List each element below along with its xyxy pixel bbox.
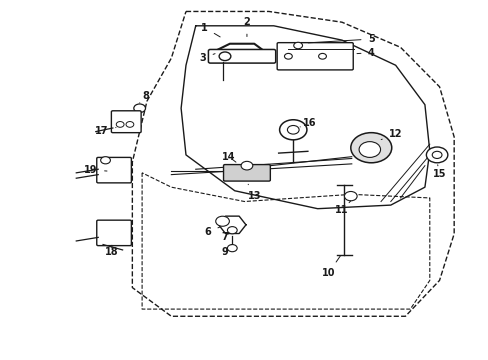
FancyBboxPatch shape (208, 49, 275, 63)
Circle shape (284, 53, 292, 59)
Circle shape (344, 192, 356, 201)
FancyBboxPatch shape (223, 165, 270, 181)
Text: 18: 18 (105, 245, 119, 257)
Text: 5: 5 (307, 34, 374, 44)
FancyBboxPatch shape (97, 220, 131, 246)
Circle shape (219, 52, 230, 60)
FancyBboxPatch shape (277, 42, 352, 70)
Text: 14: 14 (222, 152, 236, 162)
Text: 2: 2 (243, 17, 250, 37)
Circle shape (279, 120, 306, 140)
Circle shape (101, 157, 110, 164)
Circle shape (227, 226, 237, 234)
Text: 4: 4 (356, 48, 374, 58)
Text: 19: 19 (84, 165, 107, 175)
Text: 11: 11 (335, 201, 350, 216)
Text: 17: 17 (95, 126, 116, 135)
Circle shape (358, 141, 380, 157)
FancyBboxPatch shape (97, 157, 131, 183)
Text: 15: 15 (432, 165, 446, 179)
Text: 12: 12 (381, 129, 402, 140)
Circle shape (134, 104, 145, 113)
FancyBboxPatch shape (111, 111, 141, 133)
Circle shape (227, 244, 237, 252)
Circle shape (126, 122, 134, 127)
Text: 8: 8 (140, 91, 149, 103)
Text: 6: 6 (204, 227, 220, 237)
Text: 9: 9 (221, 244, 231, 257)
Circle shape (287, 126, 299, 134)
Circle shape (215, 216, 229, 226)
Text: 10: 10 (321, 256, 340, 278)
Text: 13: 13 (247, 184, 261, 201)
Circle shape (426, 147, 447, 163)
Circle shape (241, 161, 252, 170)
Text: 16: 16 (300, 118, 316, 128)
Circle shape (318, 53, 326, 59)
Text: 7: 7 (221, 232, 228, 242)
Circle shape (431, 151, 441, 158)
Text: 1: 1 (201, 23, 220, 37)
Text: 3: 3 (199, 53, 215, 63)
Circle shape (293, 42, 302, 49)
Circle shape (116, 122, 124, 127)
Circle shape (350, 133, 391, 163)
